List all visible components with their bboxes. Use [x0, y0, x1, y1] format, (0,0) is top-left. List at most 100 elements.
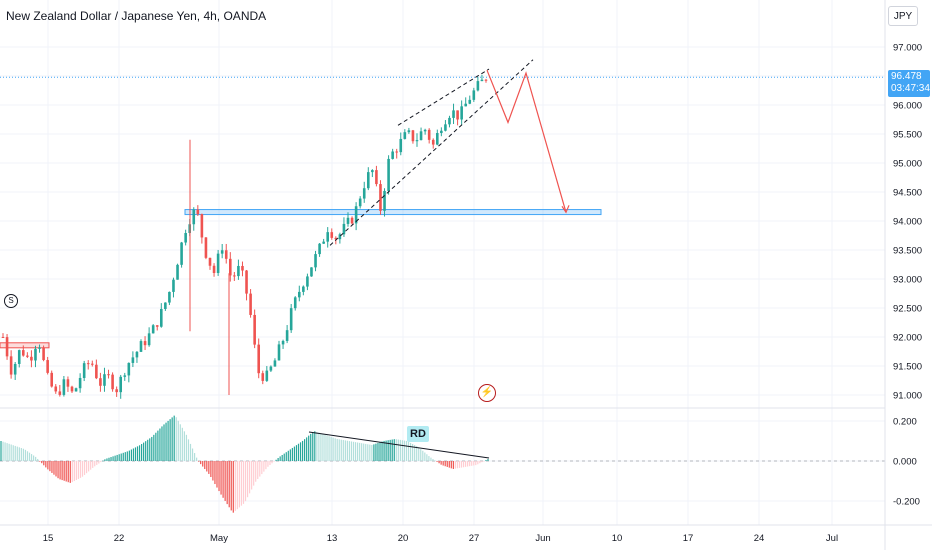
osc-bar — [191, 448, 194, 461]
candle-body — [139, 341, 143, 352]
candle-body — [484, 79, 488, 81]
candle-body — [66, 379, 70, 387]
price-tick-label: 96.000 — [893, 101, 922, 112]
candle-body — [200, 214, 204, 238]
osc-bar — [110, 457, 112, 461]
osc-bar — [424, 452, 426, 461]
osc-bar — [6, 443, 8, 461]
osc-bar — [389, 439, 391, 461]
osc-bar — [432, 459, 434, 461]
osc-bar — [248, 461, 251, 494]
osc-bar — [216, 461, 218, 488]
s-marker-icon[interactable]: S — [4, 294, 18, 308]
osc-bar — [426, 454, 428, 461]
candle-body — [111, 374, 114, 390]
candle-body — [403, 132, 407, 139]
osc-bar — [196, 457, 198, 461]
candle-body — [383, 190, 386, 211]
last-price-value: 96.478 — [891, 71, 922, 82]
osc-bar — [440, 461, 442, 465]
osc-bar — [283, 453, 285, 461]
rd-divergence-line — [308, 431, 490, 459]
osc-bar — [112, 456, 114, 461]
currency-button[interactable]: JPY — [888, 6, 918, 26]
osc-bar — [98, 461, 100, 464]
osc-bar — [55, 461, 57, 477]
time-tick-label: May — [210, 533, 228, 544]
candle-body — [399, 138, 403, 153]
candle-body — [26, 355, 29, 357]
osc-bar — [322, 434, 324, 461]
osc-bar — [450, 461, 452, 469]
osc-bar — [200, 461, 202, 465]
candle-body — [423, 129, 427, 132]
osc-bar — [383, 440, 385, 461]
osc-bar — [67, 461, 69, 483]
osc-bar — [120, 453, 122, 461]
candle-body — [366, 172, 370, 189]
price-tick-label: 94.000 — [893, 217, 922, 228]
osc-bar — [90, 461, 92, 470]
osc-bar — [118, 454, 120, 461]
osc-bar — [259, 461, 261, 477]
osc-bar — [157, 430, 159, 461]
candle-body — [155, 325, 159, 327]
osc-bar — [94, 461, 96, 467]
candle-body — [371, 170, 374, 173]
candle-body — [107, 374, 110, 376]
candle-body — [277, 344, 281, 361]
osc-bar — [483, 461, 485, 462]
price-tick-label: 95.000 — [893, 159, 922, 170]
price-tick-label: 91.500 — [893, 362, 922, 373]
candle-body — [54, 386, 58, 392]
candle-body — [176, 264, 179, 280]
osc-bar — [4, 442, 6, 461]
osc-bar — [173, 415, 175, 461]
candle-body — [395, 151, 399, 153]
grid-lines — [0, 0, 885, 525]
trendlines — [329, 59, 570, 246]
oscillator-bars — [0, 415, 885, 513]
bolt-icon[interactable]: ⚡ — [478, 384, 496, 402]
candle-body — [253, 314, 256, 345]
osc-bar — [214, 461, 216, 485]
osc-bar — [171, 417, 173, 461]
osc-bar — [161, 426, 163, 461]
osc-bar — [436, 461, 438, 462]
candle-body — [21, 350, 25, 356]
candle-body — [241, 265, 244, 271]
osc-bar — [340, 439, 342, 461]
osc-bar — [242, 461, 245, 504]
osc-bar — [385, 440, 387, 461]
osc-bar — [77, 461, 80, 479]
candle-body — [415, 140, 419, 142]
candle-body — [151, 325, 155, 334]
candle-body — [13, 363, 17, 375]
resistance-zone — [184, 209, 602, 216]
osc-bar — [61, 461, 63, 481]
rd-annotation-label[interactable]: RD — [407, 426, 429, 442]
osc-bar — [238, 461, 241, 508]
osc-bar — [279, 456, 281, 461]
osc-bar — [130, 449, 133, 461]
osc-bar — [63, 461, 65, 481]
candle-body — [314, 254, 317, 268]
candle-body — [42, 347, 45, 361]
time-tick-label: 24 — [754, 533, 765, 544]
candle-body — [168, 291, 171, 303]
osc-bar — [51, 461, 53, 473]
osc-bar — [418, 447, 420, 461]
time-tick-label: Jun — [535, 533, 550, 544]
osc-bar — [57, 461, 59, 479]
price-tick-label: 94.500 — [893, 188, 922, 199]
candle-body — [476, 81, 480, 91]
osc-bar — [165, 422, 167, 461]
osc-bar — [275, 459, 277, 461]
osc-bar — [265, 461, 267, 470]
osc-bar — [434, 460, 436, 462]
time-tick-label: 10 — [612, 533, 623, 544]
osc-bar — [0, 441, 2, 461]
osc-bar — [22, 448, 25, 461]
candle-body — [99, 378, 102, 386]
